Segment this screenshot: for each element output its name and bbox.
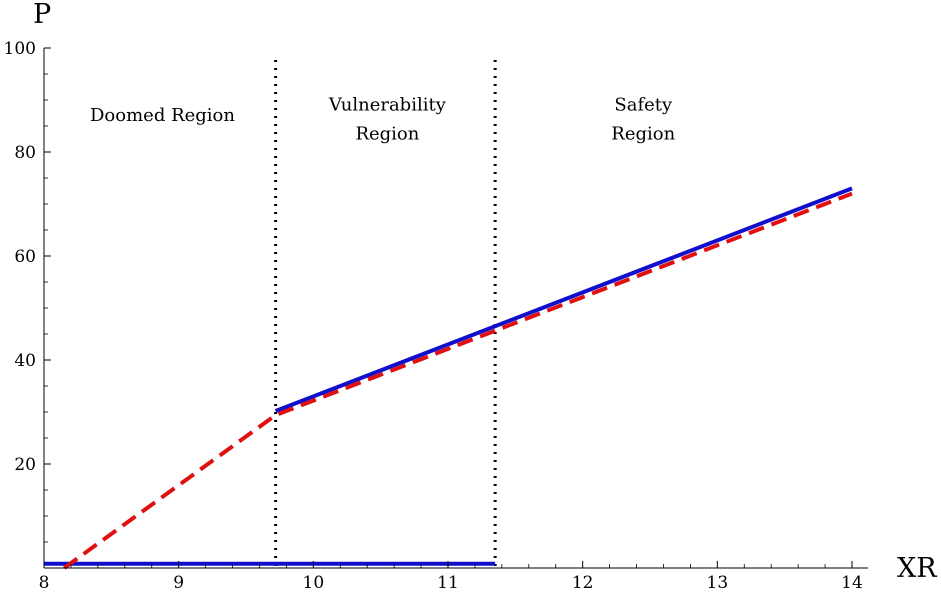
x-tick-label: 13: [707, 573, 729, 593]
axes-layer: [43, 48, 868, 569]
y-tick-label: 100: [4, 39, 36, 59]
x-tick-label: 10: [303, 573, 325, 593]
y-axis-title: P: [33, 0, 51, 30]
region-label: Region: [355, 123, 419, 144]
x-tick-label: 8: [39, 573, 50, 593]
y-tick-label: 40: [14, 351, 36, 371]
region-label: Region: [611, 123, 675, 144]
x-tick-label: 12: [572, 573, 594, 593]
region-label: Vulnerability: [328, 94, 447, 115]
series-line-solid: [274, 186, 853, 413]
y-tick-label: 60: [14, 247, 36, 267]
region-label: Doomed Region: [90, 105, 235, 126]
series-layer: [44, 186, 853, 570]
y-tick-label: 20: [14, 455, 36, 475]
region-label: Safety: [614, 94, 673, 115]
region-labels: Doomed Region Vulnerability Region Safety Re…: [90, 94, 676, 144]
x-tick-label: 14: [841, 573, 863, 593]
ticks-layer: 8 9 10 11 12 13 14 20 40 60 80 100: [4, 39, 863, 593]
x-tick-label: 9: [173, 573, 184, 593]
y-tick-label: 80: [14, 143, 36, 163]
x-tick-label: 11: [437, 573, 459, 593]
x-axis-title: XR: [897, 553, 937, 584]
series-line-dashed: [63, 191, 853, 570]
